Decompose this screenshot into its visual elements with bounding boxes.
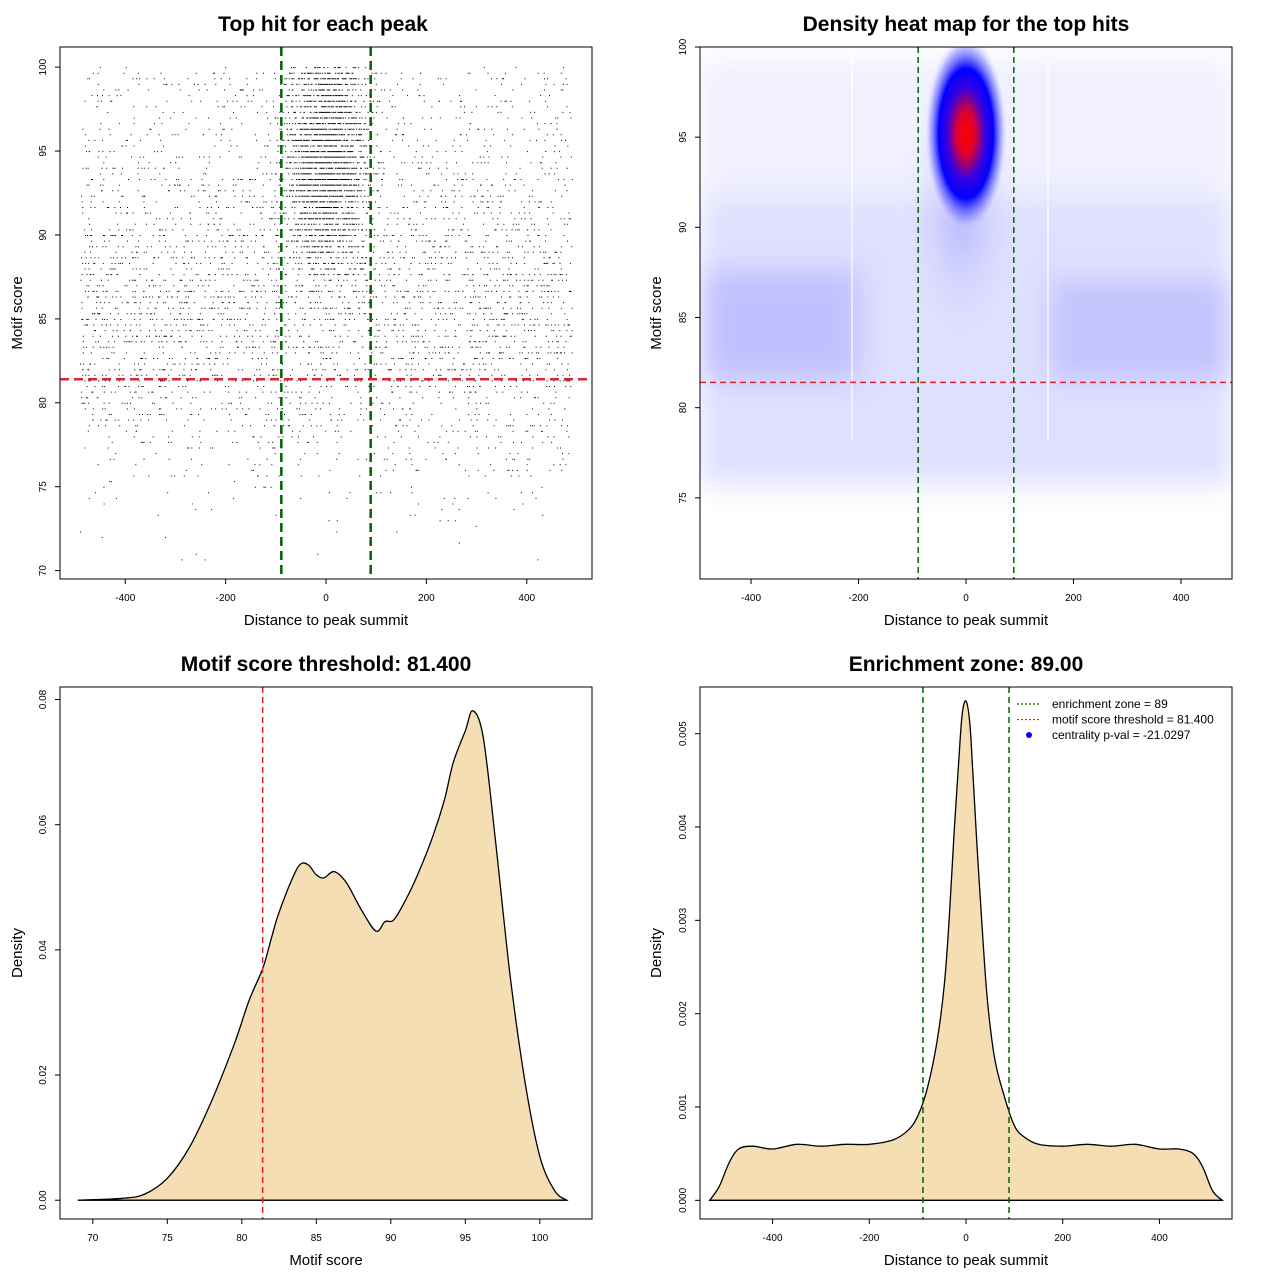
chart-title: Motif score threshold: 81.400 [181,653,472,676]
y-tick-label: 0.04 [38,940,49,960]
axes: -400 -200 0 200 400 70 75 80 85 90 95 100 [38,46,593,604]
enrichment-panel: Enrichment zone: 89.00 -400 -200 0 200 400 0.… [648,653,1233,1269]
y-axis-label: Density [648,927,665,978]
y-tick-label: 95 [38,145,49,157]
x-tick-label: -400 [763,1233,783,1244]
y-tick-label: 85 [38,313,49,325]
density-curve [77,687,569,1219]
legend-label: enrichment zone = 89 [1052,697,1168,711]
x-tick-label: 200 [418,593,435,604]
x-tick-label: 200 [1065,593,1082,604]
y-tick-label: 0.001 [678,1094,689,1119]
x-tick-label: 0 [963,1233,969,1244]
scatter-points [60,47,592,579]
density-hotspot [924,47,1008,234]
chart-title: Enrichment zone: 89.00 [849,653,1084,676]
y-tick-label: 0.08 [38,689,49,709]
axes: -400 -200 0 200 400 0.000 0.001 0.002 0.003 0.004… [678,686,1233,1244]
axes: -400 -200 0 200 400 75 80 85 90 95 100 [678,38,1233,604]
x-tick-label: 95 [460,1233,472,1244]
y-tick-label: 90 [678,221,689,233]
y-axis-label: Motif score [9,276,26,349]
x-tick-label: -400 [741,593,761,604]
y-tick-label: 80 [38,397,49,409]
score-density-panel: Motif score threshold: 81.400 70 75 80 85 90… [9,653,593,1269]
x-tick-label: 400 [518,593,535,604]
x-tick-label: 400 [1173,593,1190,604]
x-tick-label: 85 [311,1233,323,1244]
x-tick-label: 75 [162,1233,174,1244]
plot-frame [59,686,593,1220]
x-tick-label: 70 [87,1233,99,1244]
x-axis-label: Distance to peak summit [244,612,409,629]
y-tick-label: 0.02 [38,1065,49,1085]
density-area [708,700,1224,1201]
y-tick-label: 100 [678,38,689,55]
legend-label: centrality p-val = -21.0297 [1052,728,1191,742]
scatter-point-cloud [80,67,573,561]
x-tick-label: -200 [849,593,869,604]
x-tick-label: 400 [1151,1233,1168,1244]
x-axis-label: Distance to peak summit [884,1252,1049,1269]
x-tick-label: 200 [1054,1233,1071,1244]
heatmap-panel: Density heat map for the top hits -400 -2… [648,13,1233,629]
x-tick-label: 100 [531,1233,548,1244]
density-curve [708,687,1224,1219]
y-tick-label: 75 [678,492,689,504]
x-tick-label: -400 [115,593,135,604]
y-tick-label: 85 [678,312,689,324]
density-area [77,710,569,1201]
y-tick-label: 0.002 [678,1001,689,1026]
legend-label: motif score threshold = 81.400 [1052,713,1214,727]
x-tick-label: -200 [216,593,236,604]
y-tick-label: 0.004 [678,814,689,839]
x-tick-label: 90 [385,1233,397,1244]
density-surface [700,47,1232,579]
plot-frame [59,46,593,580]
y-tick-label: 90 [38,229,49,241]
x-tick-label: -200 [859,1233,879,1244]
axes: 70 75 80 85 90 95 100 0.00 0.02 0.04 0.06 0.08 [38,686,593,1244]
chart-title: Density heat map for the top hits [803,13,1130,36]
y-tick-label: 95 [678,131,689,143]
x-tick-label: 0 [323,593,329,604]
x-axis-label: Distance to peak summit [884,612,1049,629]
y-tick-label: 70 [38,565,49,577]
legend-dot [1026,732,1032,738]
scatter-panel: Top hit for each peak -400 -200 0 200 400 70 7… [9,13,593,629]
y-tick-label: 0.005 [678,721,689,746]
legend: enrichment zone = 89 motif score threshol… [1017,697,1214,742]
y-tick-label: 0.06 [38,815,49,835]
x-tick-label: 80 [236,1233,248,1244]
y-tick-label: 0.003 [678,907,689,932]
y-tick-label: 0.000 [678,1187,689,1212]
x-tick-label: 0 [963,593,969,604]
y-tick-label: 80 [678,402,689,414]
x-axis-label: Motif score [289,1252,362,1269]
y-tick-label: 75 [38,481,49,493]
y-axis-label: Density [9,927,26,978]
y-tick-label: 0.00 [38,1190,49,1210]
chart-title: Top hit for each peak [218,13,428,36]
y-tick-label: 100 [38,58,49,75]
y-axis-label: Motif score [648,276,665,349]
